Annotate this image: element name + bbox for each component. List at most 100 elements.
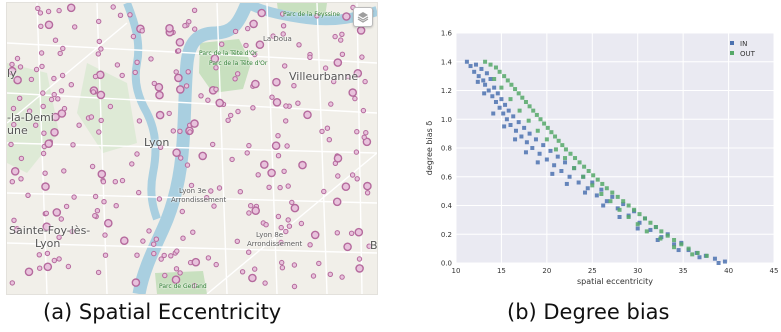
station-marker [249, 19, 258, 29]
map-label-lyon-3e-line2: Arrondissement [171, 196, 227, 204]
scatter-point-in [610, 194, 615, 199]
station-marker [191, 7, 198, 14]
map-panel[interactable]: Lyon Villeurbanne Sainte-Foy-lès- Lyon -… [6, 2, 378, 295]
map-label-lyon-8e-line2: Arrondissement [247, 240, 303, 248]
y-tick-label: 1.0 [441, 116, 452, 124]
scatter-point-out [590, 183, 595, 188]
scatter-point-in [483, 82, 488, 87]
station-marker [44, 20, 54, 30]
map-label-lyon-3e-line1: Lyon 3e [179, 187, 207, 195]
park-tete-dor [199, 39, 251, 93]
scatter-point-out [556, 138, 561, 143]
station-marker [251, 79, 260, 89]
x-tick-labels: 10 15 20 25 30 35 40 45 [452, 267, 779, 275]
station-marker [172, 148, 181, 157]
legend: IN OUT [730, 40, 756, 58]
map-label-b: B [370, 239, 378, 252]
station-marker [151, 241, 157, 247]
station-marker [38, 23, 44, 29]
scatter-point-out [488, 62, 493, 67]
station-marker [279, 11, 286, 17]
scatter-point-in [716, 261, 721, 265]
scatter-point-out [577, 160, 582, 165]
scatter-point-in [548, 148, 553, 153]
scatter-point-in [544, 157, 549, 162]
station-marker [341, 182, 351, 191]
station-marker [271, 141, 281, 150]
station-marker [285, 183, 291, 189]
station-marker [333, 153, 343, 163]
station-marker [184, 162, 191, 168]
station-marker [248, 273, 257, 283]
map-label-parc-gerland: Parc de Gerland [159, 283, 207, 290]
scatter-point-in [564, 181, 569, 186]
station-marker [140, 238, 146, 244]
station-marker [168, 253, 174, 259]
station-marker [283, 228, 289, 235]
station-marker [43, 210, 49, 217]
station-marker [158, 256, 164, 262]
map-label-une: une [7, 124, 28, 137]
station-marker [334, 230, 340, 236]
station-marker [286, 223, 293, 229]
station-marker [275, 213, 282, 220]
map-label-lyon-8e-line1: Lyon 8e [256, 231, 284, 239]
scatter-point-in [508, 123, 513, 127]
scatter-points [464, 59, 727, 265]
scatter-point-out [573, 156, 578, 161]
station-marker [272, 98, 282, 107]
station-marker [210, 54, 220, 64]
station-marker [210, 141, 216, 148]
scatter-point-out [615, 194, 620, 199]
station-marker [279, 265, 286, 271]
station-marker [71, 194, 77, 200]
station-marker [283, 118, 289, 124]
station-marker [18, 155, 25, 162]
scatter-point-out [513, 87, 518, 92]
station-marker [155, 110, 165, 120]
station-marker [362, 78, 368, 85]
station-marker [235, 108, 241, 115]
scatter-point-out [502, 74, 507, 79]
station-marker [364, 190, 371, 196]
station-marker [57, 109, 67, 118]
legend-marker-in [730, 41, 734, 45]
station-marker [307, 242, 313, 248]
station-marker [363, 130, 369, 136]
station-marker [213, 261, 219, 268]
station-marker [246, 210, 252, 216]
scatter-point-in [655, 238, 660, 242]
station-marker [113, 203, 119, 209]
scatter-point-out [493, 65, 498, 70]
station-marker [208, 188, 214, 194]
y-tick-labels: 0.0 0.2 0.4 0.6 0.8 1.0 1.2 1.4 1.6 [441, 30, 453, 268]
station-marker [24, 267, 34, 277]
station-marker [198, 93, 204, 99]
station-marker [235, 71, 241, 77]
scatter-point-out [617, 207, 622, 212]
station-marker [92, 193, 99, 200]
degree-bias-chart: 10 15 20 25 30 35 40 45 0.0 0.2 0.4 0.6 0.8 1.0 1.2 1.… [425, 30, 779, 287]
station-marker [154, 82, 164, 92]
station-marker [188, 182, 195, 189]
station-marker [255, 40, 265, 50]
layers-button[interactable] [353, 7, 373, 27]
station-marker [104, 218, 113, 228]
map-canvas [7, 3, 377, 294]
station-marker [353, 149, 360, 155]
station-marker [213, 86, 219, 93]
scatter-point-in [472, 69, 477, 74]
scatter-point-in [604, 199, 609, 204]
station-marker [279, 259, 285, 266]
station-marker [275, 133, 281, 139]
station-marker [112, 179, 119, 185]
scatter-point-in [697, 255, 702, 260]
station-marker [174, 248, 180, 254]
scatter-point-out [538, 117, 543, 122]
scatter-point-in [473, 62, 478, 67]
scatter-point-out [560, 143, 565, 148]
station-marker [102, 232, 108, 238]
scatter-point-in [672, 242, 677, 247]
station-marker [190, 119, 199, 128]
station-marker [153, 236, 160, 242]
